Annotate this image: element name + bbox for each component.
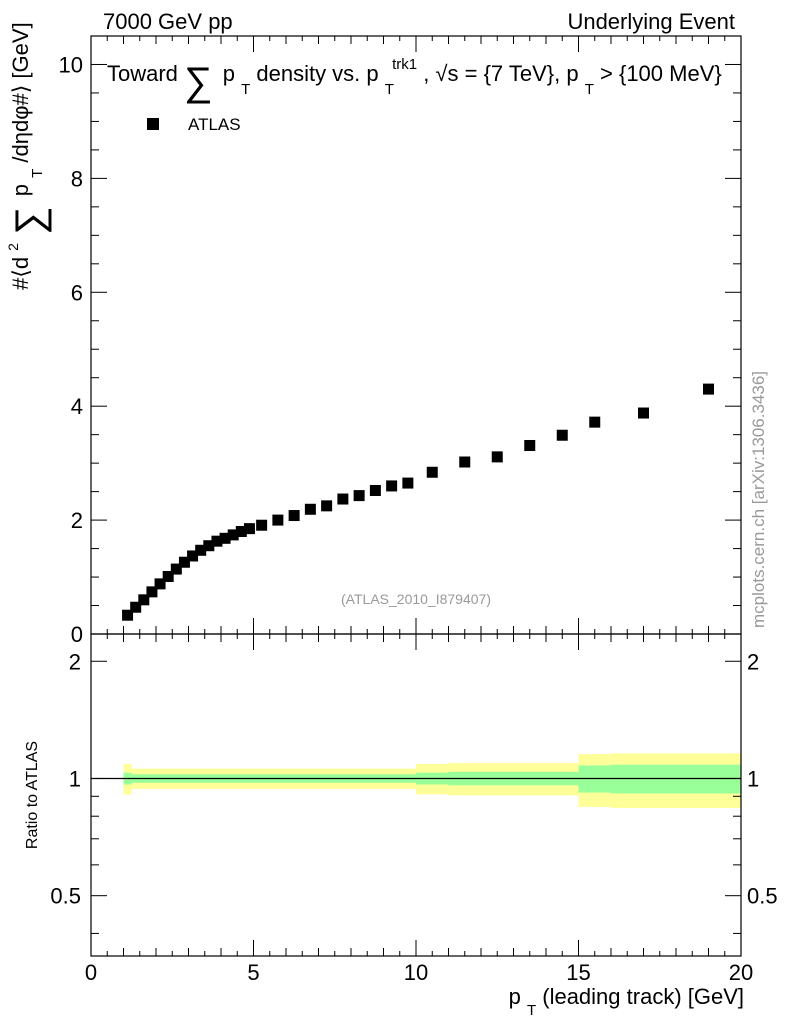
- data-point: [211, 535, 223, 547]
- ratio-y-axis-title: Ratio to ATLAS: [24, 741, 41, 849]
- data-point: [272, 514, 284, 526]
- title-sum-symbol: ∑: [184, 60, 213, 104]
- data-point: [402, 477, 414, 489]
- plot-title: Toward ∑ p T density vs. p T trk1 , √s =…: [107, 49, 722, 104]
- svg-text:#⟨d 2 ∑: #⟨d 2 ∑ p T /dηdφ#⟩ [GeV]: [0, 22, 52, 290]
- x-tick-label: 10: [404, 960, 428, 985]
- x-axis-title: p T (leading track) [GeV]: [509, 984, 744, 1020]
- xlabel-var-sub: T: [527, 1002, 536, 1019]
- data-point: [304, 503, 316, 515]
- data-point: [219, 532, 231, 544]
- data-point: [426, 466, 438, 478]
- main-y-tick-label: 8: [71, 166, 83, 191]
- x-tick-label: 15: [566, 960, 590, 985]
- data-point: [195, 544, 207, 556]
- main-panel: 0 2 4 6 8 10 Toward ∑ p T density vs. p T trk…: [0, 22, 742, 647]
- main-tick-labels: 0 2 4 6 8 10: [59, 52, 83, 647]
- ratio-panel: 0.5 0.5 1 1 2 2 0 5 10 15 20 Ratio to ATLAS p T (…: [24, 633, 778, 1020]
- data-point: [203, 540, 215, 552]
- data-points: [122, 383, 714, 621]
- main-y-tick-label: 0: [71, 622, 83, 647]
- ratio-y-tick-label-right: 2: [747, 649, 759, 674]
- data-point: [353, 490, 365, 502]
- data-point: [130, 601, 142, 613]
- ratio-y-tick-label-right: 0.5: [747, 884, 778, 909]
- data-point: [524, 439, 536, 451]
- xlabel-var: p: [509, 984, 521, 1009]
- main-y-tick-label: 6: [71, 280, 83, 305]
- ratio-tick-labels: 0.5 0.5 1 1 2 2: [50, 649, 777, 908]
- data-point: [369, 484, 381, 496]
- title-middle: density vs. p: [256, 61, 378, 86]
- xlabel-rest: (leading track) [GeV]: [542, 984, 744, 1009]
- title-cut-sub: T: [585, 81, 594, 98]
- category-label: Underlying Event: [567, 9, 735, 34]
- data-point: [122, 609, 134, 621]
- ratio-frame: [90, 633, 742, 957]
- legend-marker: [147, 118, 159, 130]
- x-tick-labels: 0 5 10 15 20: [85, 960, 753, 985]
- ratio-y-tick-label-left: 2: [69, 649, 81, 674]
- data-point: [491, 451, 503, 463]
- legend-label: ATLAS: [188, 115, 241, 134]
- data-point: [138, 594, 150, 606]
- data-point: [288, 510, 300, 522]
- ratio-y-tick-label-left: 1: [69, 766, 81, 791]
- uncertainty-bands: [123, 753, 741, 808]
- data-point: [459, 456, 471, 468]
- x-tick-label: 20: [729, 960, 753, 985]
- main-y-tick-label: 10: [59, 52, 83, 77]
- main-y-tick-label: 4: [71, 394, 83, 419]
- title-var-sub: T: [241, 81, 250, 98]
- main-axis-ticks: [90, 35, 742, 635]
- data-point: [227, 529, 239, 541]
- x-tick-label: 5: [247, 960, 259, 985]
- energy-label: 7000 GeV pp: [103, 9, 233, 34]
- data-point: [638, 407, 649, 419]
- ylabel-var-sub: T: [29, 169, 46, 178]
- data-point: [243, 523, 255, 535]
- ylabel-open: #⟨d: [8, 257, 33, 290]
- data-point: [703, 383, 714, 395]
- x-tick-label: 0: [85, 960, 97, 985]
- watermark: mcplots.cern.ch [arXiv:1306.3436]: [749, 371, 768, 628]
- title-cut-text: > {100 MeV}: [600, 61, 722, 86]
- data-point: [146, 586, 158, 598]
- ratio-y-tick-label-right: 1: [747, 766, 759, 791]
- data-point: [386, 480, 398, 492]
- title-var: p: [223, 61, 235, 86]
- ylabel-sup2: 2: [5, 243, 21, 251]
- data-point: [178, 556, 190, 568]
- data-point: [187, 550, 199, 562]
- data-point: [256, 519, 268, 531]
- ylabel-var: p: [8, 184, 33, 196]
- analysis-label: (ATLAS_2010_I879407): [341, 591, 491, 607]
- data-point: [154, 578, 166, 590]
- main-y-tick-label: 2: [71, 508, 83, 533]
- title-prefix: Toward: [107, 61, 178, 86]
- data-point: [556, 429, 568, 441]
- title-trk-sup: trk1: [392, 56, 417, 73]
- main-y-axis-title: #⟨d 2 ∑ p T /dηdφ#⟩ [GeV]: [0, 22, 52, 290]
- data-point: [235, 525, 247, 537]
- data-point: [321, 500, 333, 512]
- ratio-y-tick-label-left: 0.5: [50, 884, 81, 909]
- ylabel-close: /dηdφ#⟩ [GeV]: [8, 22, 33, 162]
- data-point: [337, 493, 349, 505]
- data-point: [589, 416, 601, 428]
- title-trk-sub: T: [385, 81, 394, 98]
- title-suffix: , √s = {7 TeV}, p: [423, 61, 578, 86]
- data-point: [162, 570, 174, 582]
- ylabel-sum-symbol: ∑: [8, 206, 52, 235]
- data-point: [170, 563, 182, 575]
